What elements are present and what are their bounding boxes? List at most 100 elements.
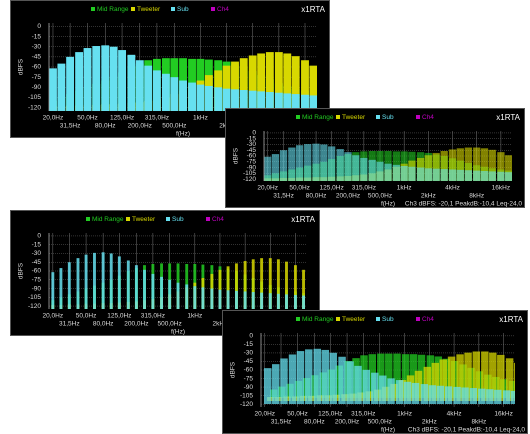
y-tick-label: -60 (32, 268, 42, 275)
bar (239, 90, 248, 111)
bar (301, 60, 309, 111)
bar (486, 389, 494, 404)
bar (93, 252, 96, 309)
bar (176, 282, 180, 309)
status-text: Ch3 dBFS: -20,1 PeakdB:-10,4 Leq-24,0 (408, 427, 525, 434)
x-axis-label: f(Hz) (171, 329, 185, 336)
legend-label: Ch4 (217, 6, 229, 13)
bar (285, 261, 288, 309)
bar (489, 352, 497, 401)
y-tick-label: -15 (244, 341, 254, 348)
legend-label: Sub (382, 316, 394, 323)
legend-label: Tweeter (137, 6, 161, 13)
bar (291, 56, 300, 111)
panel-title: x1RTA (301, 5, 325, 14)
bar (301, 94, 309, 111)
bar (517, 383, 524, 398)
x-tick-label: 2kHz (421, 193, 436, 200)
bar (51, 272, 55, 309)
bar (309, 65, 317, 111)
y-tick-label: -45 (247, 147, 257, 154)
bar (109, 253, 113, 309)
bar (239, 58, 248, 111)
x-tick-label: 4kHz (447, 411, 462, 418)
x-tick-label: 315,0Hz (351, 411, 375, 418)
bar (497, 171, 505, 181)
bar (235, 263, 238, 309)
bar (294, 265, 297, 309)
y-tick-label: -75 (32, 276, 42, 283)
bar (502, 390, 511, 404)
x-tick-label: 31,5Hz (59, 321, 80, 328)
x-tick-label: 125,0Hz (318, 411, 342, 418)
bar (272, 364, 280, 404)
bar (371, 372, 379, 404)
x-tick-label: 16kHz (492, 185, 510, 192)
bar (243, 291, 247, 309)
x-tick-label: 50,0Hz (77, 115, 98, 122)
y-tick-label: -60 (244, 367, 254, 374)
x-tick-label: 500,0Hz (158, 321, 182, 328)
legend-label: Mid Range (302, 114, 334, 121)
bar (469, 388, 478, 404)
y-tick-label: -60 (32, 64, 42, 71)
bar (274, 92, 283, 111)
bar (143, 269, 146, 309)
bar (274, 52, 283, 111)
legend-swatch (296, 115, 300, 119)
bar (135, 60, 144, 111)
bar (424, 155, 432, 181)
bar (494, 389, 502, 404)
bar (432, 152, 440, 181)
y-tick-label: -75 (247, 158, 257, 165)
bar (59, 268, 63, 309)
bar (393, 353, 401, 398)
bar (488, 171, 496, 181)
y-tick-label: -105 (28, 94, 41, 101)
bar (134, 265, 138, 309)
y-tick-label: -45 (32, 54, 42, 61)
bar (294, 294, 297, 309)
bar (312, 143, 320, 181)
bar (321, 349, 329, 404)
x-tick-label: 200,0Hz (335, 419, 359, 426)
bar (193, 286, 197, 309)
x-tick-label: 2kHz (422, 419, 437, 426)
bar (376, 161, 384, 181)
bar (473, 147, 481, 181)
y-axis-label: dBFS (230, 361, 237, 378)
x-tick-label: 80,0Hz (95, 123, 116, 130)
bar (354, 365, 362, 404)
y-tick-label: -30 (244, 350, 254, 357)
x-tick-label: 125,0Hz (320, 185, 344, 192)
legend-swatch (126, 217, 130, 221)
bar (444, 386, 453, 404)
bar (101, 45, 110, 111)
bar (75, 52, 84, 111)
x-tick-label: 31,5Hz (271, 419, 292, 426)
bar (336, 149, 344, 181)
bar (288, 354, 297, 404)
bar (218, 289, 222, 309)
bar (408, 166, 416, 181)
bars (49, 45, 317, 111)
y-tick-label: -120 (243, 176, 256, 183)
bar (268, 258, 272, 309)
bar (268, 293, 272, 309)
bar (440, 151, 448, 181)
y-tick-label: -15 (247, 135, 257, 142)
bar (276, 293, 280, 309)
bar (488, 149, 496, 181)
bar (222, 65, 231, 111)
y-tick-label: -90 (244, 384, 254, 391)
bar (92, 46, 101, 111)
bar (57, 63, 66, 111)
bar (117, 256, 121, 309)
bar (497, 354, 505, 401)
x-tick-label: 20,0Hz (43, 115, 64, 122)
bar (296, 145, 304, 181)
legend-label: Tweeter (342, 114, 366, 121)
bar (329, 352, 337, 404)
bar (248, 90, 257, 111)
